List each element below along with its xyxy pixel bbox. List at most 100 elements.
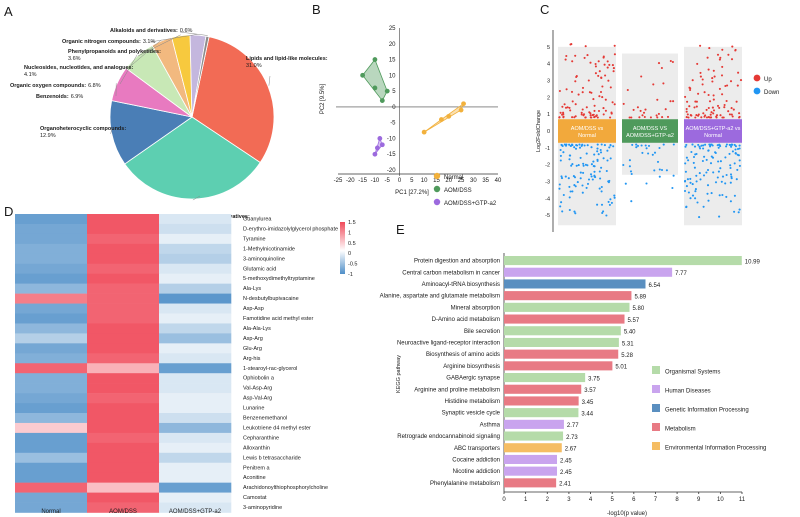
volcano-down-point [691, 143, 694, 146]
volcano-up-point [628, 116, 631, 119]
volcano-up-point [730, 58, 734, 61]
volcano-down-point [571, 190, 574, 193]
pca-point [379, 142, 385, 148]
volcano-down-point [689, 181, 692, 184]
kegg-category-label: Nicotine addiction [453, 469, 500, 475]
volcano-down-point [579, 171, 582, 174]
volcano-up-point [709, 113, 712, 116]
volcano-down-point [717, 170, 720, 173]
pca-point [379, 98, 385, 103]
volcano-down-point [731, 143, 734, 146]
volcano-up-point [611, 64, 614, 67]
volcano-up-point [685, 107, 688, 111]
heatmap-row-label: Guanylurea [243, 217, 272, 223]
volcano-y-tick: 0 [547, 129, 550, 135]
kegg-x-label: -log10(p value) [607, 511, 647, 517]
volcano-down-point [624, 182, 627, 185]
volcano-down-point [593, 170, 596, 173]
volcano-down-point [568, 185, 571, 188]
volcano-up-point [716, 53, 720, 56]
volcano-down-point [729, 166, 732, 170]
kegg-x-tick: 6 [632, 497, 636, 503]
panel-letter-c: C [540, 2, 549, 17]
volcano-down-point [738, 164, 741, 167]
heatmap-colorbar-tick: -1 [348, 272, 353, 278]
heatmap-cell [159, 472, 232, 483]
volcano-up-point [660, 66, 663, 70]
volcano-down-point [695, 152, 698, 156]
kegg-category-label: Alanine, aspartate and glutamate metabol… [380, 294, 500, 300]
volcano-up-point [581, 91, 584, 94]
volcano-down-point [596, 147, 599, 150]
pie-leader-line [119, 54, 138, 85]
pca-x-tick: -20 [346, 178, 355, 184]
volcano-up-point [690, 114, 693, 117]
volcano-up-point [672, 100, 675, 103]
volcano-up-point [712, 109, 716, 112]
volcano-up-point [707, 93, 710, 97]
volcano-down-point [608, 146, 611, 149]
volcano-down-point [725, 173, 728, 177]
volcano-down-point [692, 161, 695, 164]
volcano-down-point [701, 159, 704, 163]
volcano-up-point [652, 83, 655, 86]
heatmap-colorbar [340, 222, 345, 274]
heatmap-row-label: Penitrem a [243, 465, 271, 471]
volcano-up-point [589, 114, 592, 117]
volcano-up-point [695, 100, 698, 103]
heatmap-cell [87, 502, 160, 513]
volcano-up-point [603, 63, 606, 66]
panel-letter-d: D [4, 204, 13, 219]
kegg-legend-label: Environmental Information Processing [665, 446, 766, 452]
pca-y-tick: -10 [387, 136, 396, 142]
volcano-up-point [689, 88, 692, 92]
pie-value-label: 0.6% [180, 28, 193, 34]
volcano-down-point [582, 171, 585, 174]
volcano-down-point [576, 144, 579, 147]
volcano-down-point [671, 186, 674, 190]
volcano-down-point [592, 160, 595, 163]
volcano-group-label: AOM/DSS+GTP-a2 vs Normal [686, 126, 741, 139]
volcano-down-point [714, 181, 718, 184]
volcano-up-point [695, 114, 698, 117]
volcano-up-point [581, 108, 584, 111]
heatmap-cell [15, 373, 88, 384]
volcano-down-point [605, 214, 608, 217]
volcano-down-point [605, 169, 608, 173]
volcano-down-point [559, 159, 562, 162]
pca-x-tick: 35 [482, 178, 489, 184]
volcano-up-point [594, 62, 597, 66]
kegg-value-label: 2.45 [560, 470, 572, 476]
volcano-up-point [642, 111, 646, 114]
pca-x-tick: 10 [421, 178, 428, 184]
volcano-down-point [581, 191, 584, 194]
volcano-down-point [628, 159, 631, 162]
volcano-up-point [723, 106, 726, 109]
volcano-down-point [635, 143, 638, 146]
volcano-down-point [706, 168, 710, 172]
volcano-up-point [597, 74, 600, 77]
volcano-up-point [719, 114, 722, 117]
volcano-down-point [558, 183, 561, 186]
volcano-up-point [657, 62, 661, 65]
volcano-down-point [653, 169, 656, 172]
heatmap-cell [15, 442, 88, 454]
volcano-group-band [558, 119, 616, 143]
volcano-up-point [703, 91, 706, 94]
heatmap-cell [15, 223, 88, 235]
volcano-down-point [738, 159, 741, 162]
volcano-up-point [730, 107, 733, 110]
kegg-value-label: 5.28 [621, 353, 633, 359]
heatmap-cell [87, 323, 160, 334]
volcano-up-point [718, 87, 721, 90]
volcano-down-point [613, 194, 616, 197]
volcano-up-point [573, 116, 576, 119]
kegg-value-label: 5.57 [628, 318, 640, 324]
kegg-bar [504, 337, 619, 347]
volcano-down-point [581, 143, 584, 146]
heatmap-cell [15, 283, 88, 294]
pie-slice [109, 100, 193, 165]
volcano-up-point [612, 70, 615, 73]
volcano-up-point [581, 86, 585, 89]
volcano-up-point [701, 78, 704, 81]
